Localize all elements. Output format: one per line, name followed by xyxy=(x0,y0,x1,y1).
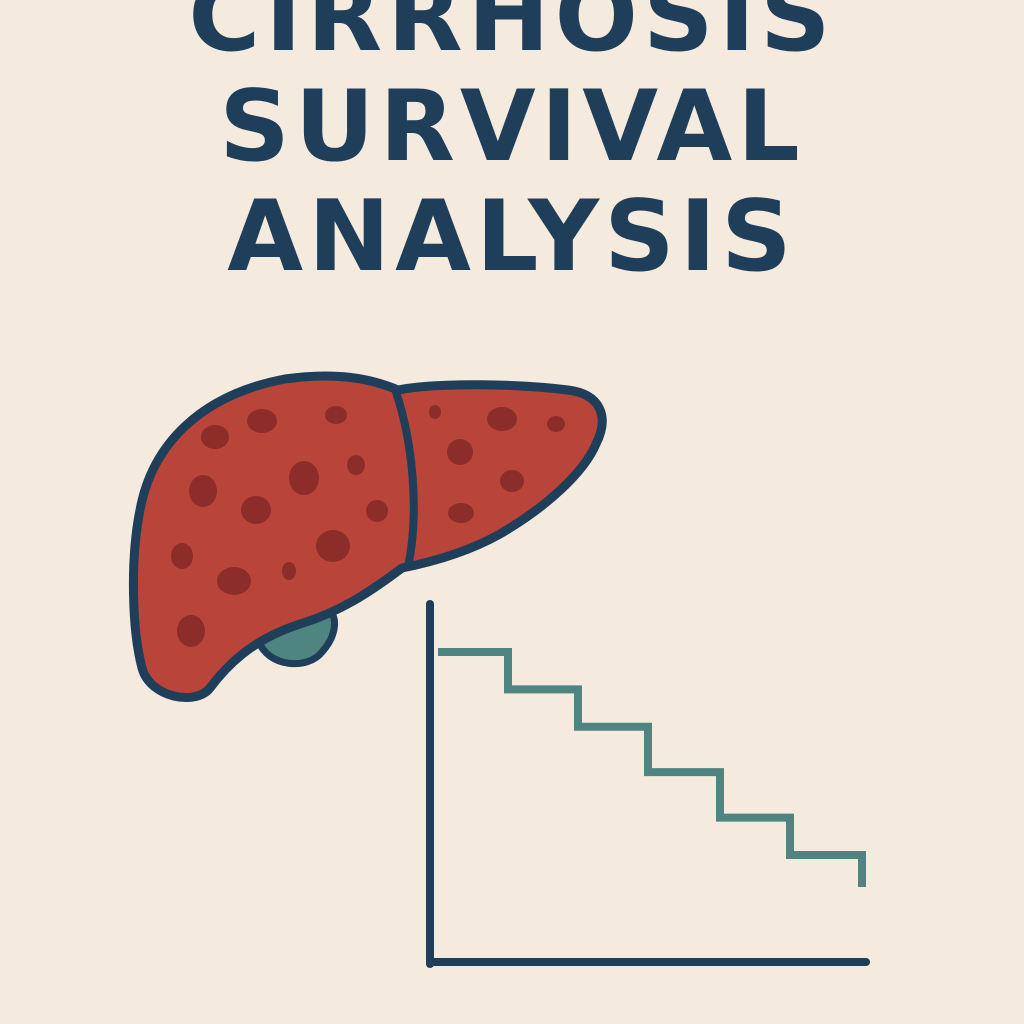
liver-lobe-line xyxy=(392,388,418,571)
liver-body xyxy=(128,371,607,703)
poster-title: CIRRHOSIS SURVIVAL ANALYSIS xyxy=(0,0,1024,292)
liver-icon xyxy=(128,371,607,703)
title-line-cirrhosis: CIRRHOSIS xyxy=(188,0,836,74)
title-line-analysis: ANALYSIS xyxy=(227,180,797,294)
survival-curve-chart xyxy=(426,600,870,968)
survival-step-curve xyxy=(438,648,866,887)
title-line-survival: SURVIVAL xyxy=(219,70,805,184)
liver-nodules xyxy=(171,405,565,647)
